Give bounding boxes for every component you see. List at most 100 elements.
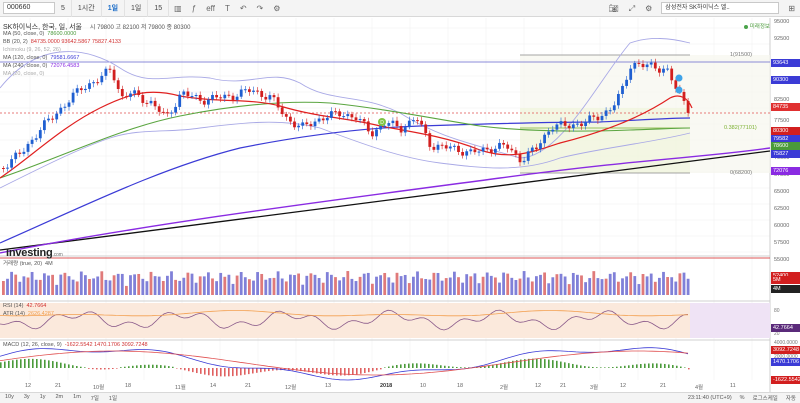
candle[interactable] — [71, 92, 75, 103]
candle[interactable] — [289, 116, 292, 122]
legend-ma50[interactable]: MA (50, close, 0) 78600.0000 — [3, 31, 76, 38]
candle[interactable] — [280, 107, 284, 115]
candle[interactable] — [686, 100, 690, 113]
candle[interactable] — [194, 94, 198, 97]
candle[interactable] — [334, 111, 337, 113]
candle[interactable] — [522, 160, 526, 163]
candle[interactable] — [149, 100, 153, 104]
atr-legend[interactable]: ATR (14) 2626.4287 — [3, 311, 54, 317]
percent-toggle[interactable]: % — [739, 395, 745, 401]
candle[interactable] — [2, 168, 5, 169]
candle[interactable] — [551, 129, 555, 132]
candle[interactable] — [317, 118, 321, 122]
macd-signal-line[interactable] — [0, 350, 689, 376]
candle[interactable] — [79, 88, 83, 91]
candle[interactable] — [137, 90, 141, 96]
candle[interactable] — [580, 123, 583, 127]
candle[interactable] — [272, 95, 276, 98]
candle[interactable] — [621, 85, 624, 94]
candle[interactable] — [6, 167, 9, 169]
candle[interactable] — [22, 151, 26, 154]
compare-stock-field[interactable]: 삼성전자 SK하이닉스 엘.. — [661, 2, 780, 14]
range-button[interactable]: 1일 — [108, 396, 118, 402]
candle[interactable] — [420, 120, 423, 125]
candle[interactable] — [600, 115, 604, 121]
candle[interactable] — [510, 148, 514, 151]
candle[interactable] — [494, 148, 497, 153]
candle[interactable] — [223, 94, 227, 99]
chart-canvas[interactable]: D — [0, 18, 800, 392]
candle[interactable] — [588, 115, 592, 122]
candle[interactable] — [617, 93, 620, 106]
candle[interactable] — [235, 96, 239, 100]
ma-240-line[interactable] — [0, 147, 771, 254]
candle[interactable] — [342, 116, 346, 118]
candle[interactable] — [309, 124, 313, 127]
candle[interactable] — [51, 118, 54, 120]
candle[interactable] — [268, 95, 272, 100]
candle[interactable] — [506, 144, 510, 149]
ma-50-line[interactable] — [0, 101, 691, 179]
candle[interactable] — [182, 91, 186, 95]
candle[interactable] — [284, 114, 288, 117]
candle[interactable] — [26, 143, 30, 152]
candle[interactable] — [174, 106, 177, 113]
expand-icon[interactable]: ⊞ — [788, 3, 795, 13]
eff-icon[interactable]: eff — [206, 3, 215, 13]
candle[interactable] — [407, 120, 411, 128]
candle[interactable] — [469, 149, 473, 152]
candle[interactable] — [153, 100, 157, 107]
candle[interactable] — [461, 151, 464, 156]
candle[interactable] — [514, 150, 518, 154]
range-button[interactable]: 3y — [23, 394, 30, 400]
candle[interactable] — [358, 119, 362, 121]
candle[interactable] — [75, 88, 79, 93]
candle[interactable] — [239, 89, 243, 97]
candle[interactable] — [448, 146, 452, 149]
candle[interactable] — [682, 91, 686, 101]
candle[interactable] — [592, 115, 596, 117]
candle[interactable] — [88, 83, 91, 89]
legend-ichimoku[interactable]: Ichimoku (9, 26, 52, 26) — [3, 47, 61, 54]
event-marker-icon[interactable] — [675, 74, 683, 82]
candle[interactable] — [653, 62, 657, 69]
candle[interactable] — [325, 117, 329, 121]
redo-icon[interactable]: ↷ — [256, 3, 264, 13]
candle[interactable] — [489, 149, 493, 153]
candle[interactable] — [231, 95, 235, 100]
candle[interactable] — [362, 119, 366, 122]
candle[interactable] — [92, 82, 95, 84]
range-button[interactable]: 7일 — [90, 396, 99, 402]
candle[interactable] — [465, 151, 469, 156]
candle[interactable] — [530, 147, 534, 152]
auto-scale-toggle[interactable]: 자동 — [785, 396, 796, 402]
fullscreen-icon[interactable]: ⤢ — [628, 3, 636, 13]
candle[interactable] — [207, 99, 210, 105]
candle[interactable] — [256, 90, 259, 92]
candle[interactable] — [576, 123, 579, 125]
candle[interactable] — [178, 94, 182, 107]
candle[interactable] — [59, 107, 63, 114]
candle[interactable] — [539, 143, 542, 150]
candle[interactable] — [47, 118, 50, 121]
candle[interactable] — [571, 124, 575, 129]
text-icon[interactable]: T — [224, 3, 230, 13]
chart-area[interactable]: D SK하이닉스, 한국, 일, 서울 시 79800 고 82100 저 79… — [0, 18, 800, 392]
candle[interactable] — [157, 106, 161, 112]
rsi-legend[interactable]: RSI (14) 42.7664 — [3, 303, 46, 309]
range-button[interactable]: 1y — [39, 394, 46, 400]
candle[interactable] — [457, 145, 460, 152]
candle[interactable] — [14, 152, 18, 160]
candle[interactable] — [108, 68, 112, 70]
candle[interactable] — [330, 111, 333, 118]
settings-icon[interactable]: ⚙ — [645, 3, 653, 13]
candle[interactable] — [563, 121, 567, 126]
candle[interactable] — [596, 116, 600, 121]
timeframe-1h[interactable]: 1시간 — [72, 0, 102, 17]
candle[interactable] — [202, 100, 206, 105]
price-candles[interactable] — [2, 58, 690, 173]
legend-ma240[interactable]: MA (240, close, 0) 72076.4583 — [3, 63, 79, 70]
candle[interactable] — [198, 94, 202, 101]
candle[interactable] — [485, 147, 489, 150]
candle[interactable] — [104, 68, 108, 76]
